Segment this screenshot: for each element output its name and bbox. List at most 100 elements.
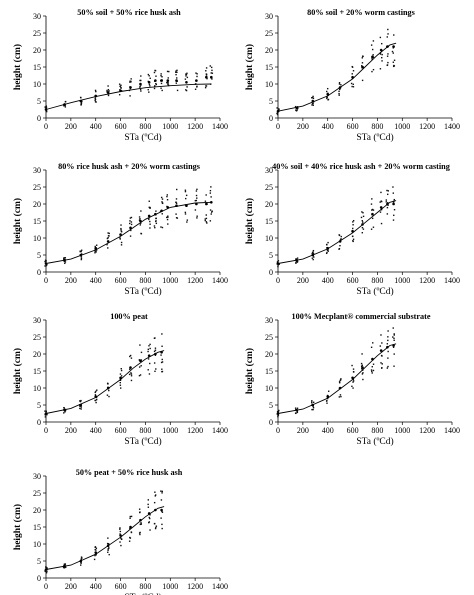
scatter-point [80, 558, 82, 560]
scatter-point [392, 61, 395, 63]
y-tick-label: 10 [33, 80, 41, 89]
x-tick-label: 0 [44, 122, 48, 131]
scatter-point [63, 105, 65, 107]
scatter-point [338, 381, 341, 383]
scatter-point [79, 407, 81, 410]
scatter-point [138, 366, 141, 368]
scatter-point [160, 196, 163, 199]
x-tick-label: 0 [276, 276, 280, 285]
scatter-point [130, 78, 132, 80]
scatter-point [161, 370, 164, 373]
chart-title: 80% rice husk ash + 20% worm castings [58, 162, 200, 171]
scatter-point [186, 76, 189, 79]
scatter-point [204, 218, 206, 220]
scatter-point [95, 101, 97, 103]
scatter-point [380, 42, 383, 45]
scatter-point [130, 357, 133, 359]
scatter-point [387, 336, 389, 338]
trend-line [45, 506, 165, 570]
scatter-point [120, 87, 122, 89]
scatter-point [370, 369, 373, 371]
scatter-point [95, 396, 98, 399]
scatter-point [311, 401, 313, 403]
scatter-point [311, 252, 313, 255]
mean-point [94, 551, 98, 554]
scatter-point [371, 366, 373, 368]
scatter-point [166, 199, 169, 201]
scatter-point [148, 83, 151, 86]
scatter-point [80, 408, 82, 410]
mean-point [154, 79, 157, 82]
scatter-point [361, 364, 363, 366]
y-axis-label: height (cm) [12, 504, 23, 550]
scatter-point [94, 98, 97, 101]
mean-point [94, 246, 98, 250]
scatter-point [153, 337, 156, 339]
scatter-point [338, 90, 340, 93]
scatter-point [80, 564, 82, 566]
scatter-point [196, 215, 198, 217]
scatter-point [129, 222, 131, 225]
scatter-point [149, 85, 151, 87]
scatter-point [211, 211, 213, 213]
scatter-point [44, 570, 46, 572]
scatter-point [185, 89, 187, 91]
scatter-point [129, 368, 131, 371]
scatter-point [130, 229, 132, 232]
scatter-point [149, 206, 151, 209]
scatter-point [129, 536, 131, 539]
scatter-point [148, 75, 150, 77]
scatter-point [326, 249, 329, 252]
y-axis-label: height (cm) [12, 44, 23, 90]
scatter-point [340, 84, 342, 86]
mean-point [379, 349, 383, 352]
scatter-point [46, 413, 48, 416]
scatter-point [276, 410, 279, 413]
scatter-point [379, 36, 382, 39]
scatter-point [119, 530, 122, 533]
mean-point [379, 48, 383, 52]
scatter-point [205, 85, 207, 87]
scatter-point [194, 209, 197, 211]
scatter-point [351, 65, 353, 68]
scatter-point [277, 108, 280, 110]
mean-point [392, 45, 395, 48]
scatter-point [130, 373, 133, 375]
scatter-point [129, 220, 131, 222]
scatter-point [130, 375, 133, 377]
scatter-point [166, 218, 169, 221]
y-tick-label: 15 [33, 367, 41, 376]
mean-point [129, 226, 132, 230]
scatter-point [205, 194, 207, 196]
scatter-point [361, 211, 363, 213]
scatter-point [120, 244, 123, 246]
scatter-point [381, 342, 383, 344]
mean-point [129, 525, 132, 529]
x-tick-label: 600 [347, 276, 359, 285]
chart-panel-7: 50% peat + 50% rice husk ash 0 5 10 15 20 25 30… [12, 468, 228, 595]
scatter-point [339, 244, 341, 247]
x-tick-label: 800 [139, 582, 151, 591]
scatter-point [161, 213, 163, 215]
scatter-point [211, 210, 213, 212]
scatter-point [204, 200, 207, 202]
scatter-point [175, 82, 178, 84]
y-tick-label: 15 [265, 367, 273, 376]
scatter-point [80, 562, 82, 564]
chart-panel-1: 50% soil + 50% rice husk ash 0 5 10 15 20 25 30… [12, 8, 228, 143]
scatter-point [94, 99, 96, 102]
scatter-point [161, 490, 164, 493]
scatter-point [276, 107, 278, 109]
scatter-point [161, 89, 163, 92]
scatter-point [393, 59, 396, 61]
scatter-point [44, 265, 46, 267]
scatter-point [362, 212, 364, 214]
scatter-point [45, 572, 48, 574]
scatter-point [185, 75, 187, 77]
scatter-point [155, 526, 157, 529]
scatter-point [296, 261, 299, 263]
x-tick-label: 1400 [444, 426, 460, 435]
scatter-point [138, 359, 141, 361]
scatter-point [63, 258, 65, 260]
